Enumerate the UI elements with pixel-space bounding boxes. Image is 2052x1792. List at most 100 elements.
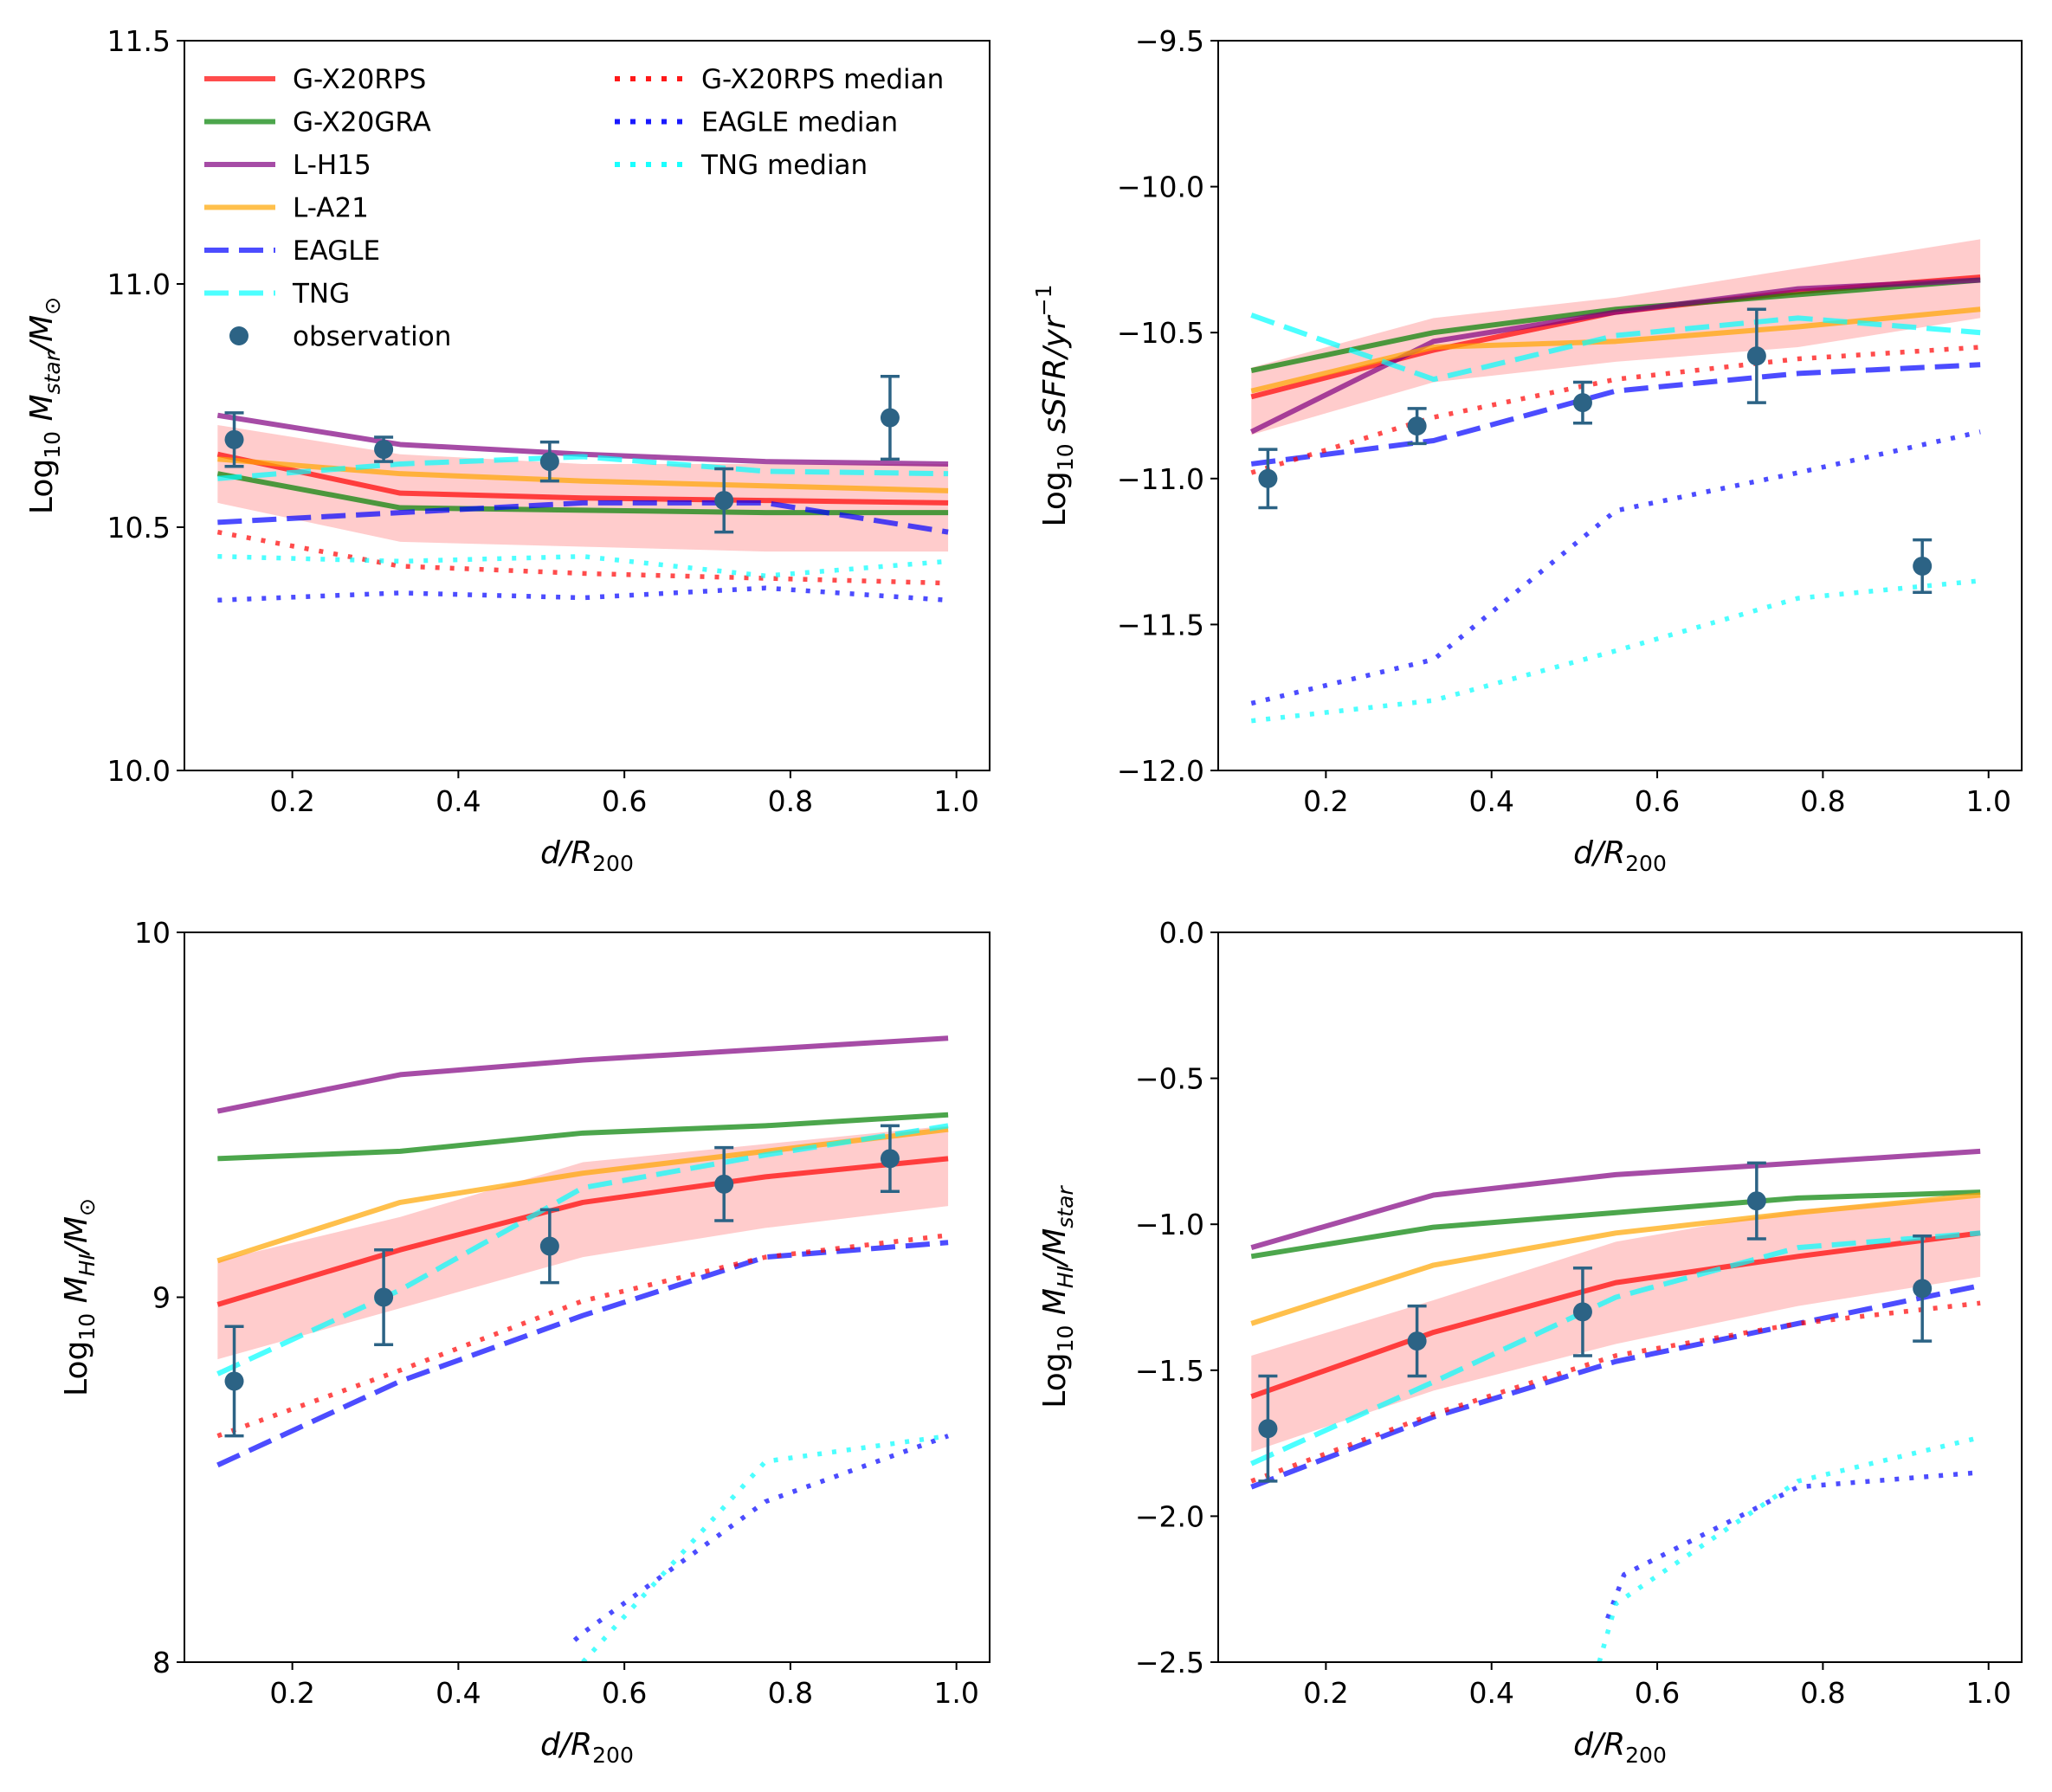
series-eagle-median	[217, 585, 949, 603]
series-eagle	[216, 1240, 949, 1468]
series-tng	[217, 454, 949, 481]
series-eagle-median	[1250, 429, 1981, 706]
legend-entry-l-h15: L-H15	[204, 150, 371, 181]
y-axis-label: Log10 Mstar/M⊙	[24, 297, 65, 514]
legend-entry-g-x20gra: G-X20GRA	[204, 107, 431, 139]
plot-area	[216, 1035, 949, 1662]
plot-area	[1249, 239, 1981, 724]
observation-marker	[1572, 393, 1592, 413]
observation-point	[1258, 1374, 1278, 1483]
panel-stellar-mass: 0.2 0.4 0.6 0.8 1.0 10.0 10.5 11.0 11.5 d/R200 Log…	[24, 24, 991, 876]
legend-entry-tng: TNG	[204, 279, 350, 310]
y-tick-label: −11.5	[1117, 608, 1204, 641]
series-eagle-median	[572, 1434, 949, 1642]
observation-marker	[539, 452, 559, 472]
legend-label: EAGLE	[293, 235, 380, 267]
y-tick-label: −12.0	[1117, 754, 1204, 788]
axes-frame	[1217, 40, 2023, 771]
legend-label: L-H15	[293, 150, 371, 181]
legend-label: EAGLE median	[701, 107, 898, 139]
x-tick-label: 0.2	[1303, 784, 1348, 818]
y-tick-label: 9	[152, 1281, 171, 1315]
series-l-a21	[216, 1126, 949, 1264]
x-tick-label: 0.6	[602, 1676, 647, 1710]
plot-area	[1250, 1148, 1981, 1662]
observation-point	[374, 1247, 394, 1347]
y-axis-label: Log10 MHI/M⊙	[59, 1198, 100, 1396]
x-tick-label: 0.4	[436, 1676, 481, 1710]
x-tick-label: 1.0	[1965, 1676, 2010, 1710]
panel-hi-fraction: 0.2 0.4 0.6 0.8 1.0 −2.5 −2.0 −1.5 −1.0 −0.5 0.0 d/…	[1037, 916, 2023, 1768]
x-tick-label: 1.0	[933, 784, 978, 818]
y-tick-label: −9.5	[1135, 24, 1204, 58]
y-tick-label: −0.5	[1135, 1062, 1204, 1096]
observation-point	[1407, 1304, 1427, 1378]
observation-marker	[1572, 1302, 1592, 1322]
x-tick-label: 1.0	[933, 1676, 978, 1710]
x-tick-label: 1.0	[1965, 784, 2010, 818]
x-tick-label: 0.6	[1635, 1676, 1680, 1710]
y-axis-label: Log10 sSFR/yr−1	[1031, 284, 1078, 526]
observation-point	[714, 467, 734, 534]
y-tick-label: 8	[152, 1646, 171, 1679]
plot-area	[216, 412, 949, 603]
observation-marker	[1913, 1279, 1933, 1299]
observation-marker	[1258, 1419, 1278, 1439]
scatter-band	[217, 1125, 949, 1360]
x-tick-label: 0.8	[768, 1676, 813, 1710]
scatter-band	[1251, 1195, 1981, 1453]
series-g-x20gra	[217, 1112, 949, 1162]
legend-entry-eagle: EAGLE	[204, 235, 380, 267]
observation-marker	[714, 491, 734, 511]
observation-point	[1913, 538, 1933, 595]
y-tick-label: −2.5	[1135, 1646, 1204, 1679]
observation-marker	[1913, 556, 1933, 576]
y-tick-label: 10.0	[107, 754, 171, 788]
observation-point	[714, 1145, 734, 1222]
scatter-band	[1251, 239, 1981, 435]
series-tng-median	[1250, 578, 1981, 724]
observation-point	[539, 1208, 559, 1285]
legend-label: G-X20RPS median	[701, 64, 944, 95]
observation-point	[1572, 1267, 1592, 1357]
x-tick-label: 0.8	[1800, 1676, 1845, 1710]
y-tick-label: 10.5	[107, 511, 171, 545]
observation-point	[1746, 1161, 1766, 1241]
y-tick-label: −10.5	[1117, 316, 1204, 350]
legend: G-X20RPS G-X20GRA L-H15 L-A21 EAGLE TNG observ…	[204, 64, 944, 352]
series-g-x20gra	[1250, 277, 1981, 373]
x-axis-label: d/R200	[1573, 835, 1667, 876]
observation-marker	[714, 1174, 734, 1194]
x-tick-label: 0.8	[1800, 784, 1845, 818]
legend-entry-l-a21: L-A21	[204, 193, 369, 224]
x-tick-label: 0.8	[768, 784, 813, 818]
series-g-x20rps-median	[1250, 345, 1981, 475]
series-tng-median	[581, 1433, 949, 1662]
y-tick-label: 0.0	[1159, 916, 1204, 950]
series-eagle	[217, 500, 949, 535]
legend-label: G-X20RPS	[293, 64, 426, 95]
series-eagle-median	[1605, 1470, 1981, 1620]
legend-entry-observation: observation	[229, 321, 451, 352]
series-tng-median	[1597, 1434, 1981, 1662]
y-tick-label: −11.0	[1117, 462, 1204, 496]
legend-entry-g-x20rps-median: G-X20RPS median	[615, 64, 944, 95]
observation-marker	[880, 408, 900, 428]
x-tick-label: 0.2	[269, 1676, 314, 1710]
series-tng	[1250, 313, 1981, 383]
x-tick-label: 0.4	[436, 784, 481, 818]
series-l-h15	[1249, 277, 1981, 435]
x-tick-label: 0.6	[602, 784, 647, 818]
observation-marker	[224, 429, 244, 449]
series-tng-median	[217, 553, 949, 578]
observation-point	[880, 375, 900, 461]
observation-point	[1913, 1234, 1933, 1343]
y-tick-label: −2.0	[1135, 1499, 1204, 1533]
series-l-h15	[1250, 1148, 1981, 1251]
series-g-x20rps	[1250, 1230, 1981, 1399]
observation-marker	[1746, 1191, 1766, 1211]
observation-point	[1572, 380, 1592, 425]
x-tick-label: 0.2	[1303, 1676, 1348, 1710]
y-tick-label: 11.0	[107, 268, 171, 301]
panel-ssfr: 0.2 0.4 0.6 0.8 1.0 −12.0 −11.5 −11.0 −10.5 −10.0…	[1031, 24, 2023, 876]
